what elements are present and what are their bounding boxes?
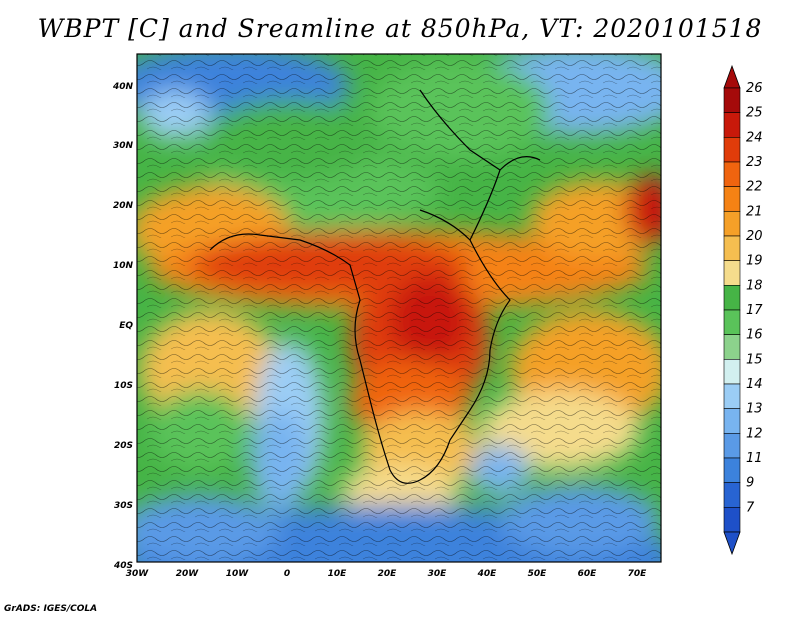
colorbar: 26 25 24 23 22 21 20 19 18 17 16 15 14 13 12 11 9 7 (723, 64, 763, 556)
colorbar-swatch (723, 408, 741, 434)
colorbar-swatch (723, 285, 741, 311)
lat-label: EQ (119, 321, 133, 331)
lat-label: 10N (113, 261, 134, 271)
lon-label: 20E (378, 569, 398, 579)
lat-label: 40N (112, 82, 134, 92)
colorbar-swatch (723, 383, 741, 409)
colorbar-label: 16 (746, 328, 763, 343)
lon-label: 10W (226, 569, 250, 579)
colorbar-label: 12 (746, 426, 763, 441)
lon-label: 70E (628, 569, 648, 579)
lon-label: 50E (528, 569, 548, 579)
colorbar-swatch (723, 161, 741, 187)
lon-label: 40E (477, 569, 498, 579)
colorbar-swatch (723, 112, 741, 138)
colorbar-bottom-arrow (723, 531, 741, 556)
grads-credit: GrADS: IGES/COLA (4, 604, 98, 614)
colorbar-swatch (723, 260, 741, 286)
map-frame (136, 53, 662, 563)
lat-label: 20N (113, 201, 134, 211)
lon-label: 60E (578, 569, 598, 579)
lat-label: 20S (114, 441, 133, 451)
colorbar-label: 19 (746, 254, 763, 269)
colorbar-swatch (723, 482, 741, 508)
map-title: WBPT [C] and Sreamline at 850hPa, VT: 20… (37, 14, 763, 43)
colorbar-label: 18 (746, 278, 763, 293)
colorbar-swatch (723, 334, 741, 360)
colorbar-label: 11 (746, 451, 763, 466)
lon-label: 30E (428, 569, 448, 579)
colorbar-label: 7 (746, 500, 755, 515)
colorbar-top-arrow (723, 64, 741, 89)
colorbar-swatch (723, 211, 741, 237)
colorbar-swatch (723, 186, 741, 212)
lat-label: 30S (114, 501, 133, 511)
lon-label: 10E (328, 569, 348, 579)
colorbar-swatch (723, 457, 741, 483)
colorbar-swatch (723, 507, 741, 533)
colorbar-label: 9 (746, 476, 754, 491)
colorbar-label: 13 (746, 402, 763, 417)
wbpt-field (137, 54, 661, 562)
lat-label: 30N (113, 141, 134, 151)
lon-label: 20W (176, 569, 200, 579)
colorbar-label: 23 (746, 155, 763, 170)
colorbar-swatch (723, 359, 741, 385)
colorbar-label: 15 (746, 352, 763, 367)
lat-label: 10S (114, 381, 133, 391)
coastlines (209, 89, 541, 484)
lon-label: 30W (126, 569, 150, 579)
colorbar-label: 26 (746, 81, 763, 96)
colorbar-swatch (723, 87, 741, 113)
colorbar-swatch (723, 235, 741, 261)
colorbar-label: 17 (746, 303, 763, 318)
lat-axis: 40N 30N 20N 10N EQ 10S 20S 30S 40S (112, 82, 134, 571)
colorbar-swatch (723, 137, 741, 163)
colorbar-label: 21 (746, 204, 763, 219)
colorbar-label: 20 (746, 229, 763, 244)
colorbar-label: 25 (746, 106, 763, 121)
colorbar-swatch (723, 309, 741, 335)
colorbar-label: 22 (746, 180, 763, 195)
lat-label: 40S (113, 561, 133, 571)
colorbar-label: 24 (746, 130, 763, 145)
lon-axis: 30W 20W 10W 0 10E 20E 30E 40E 50E 60E 70… (126, 569, 647, 579)
colorbar-label: 14 (746, 377, 763, 392)
lon-label: 0 (284, 569, 290, 579)
colorbar-swatch (723, 433, 741, 459)
